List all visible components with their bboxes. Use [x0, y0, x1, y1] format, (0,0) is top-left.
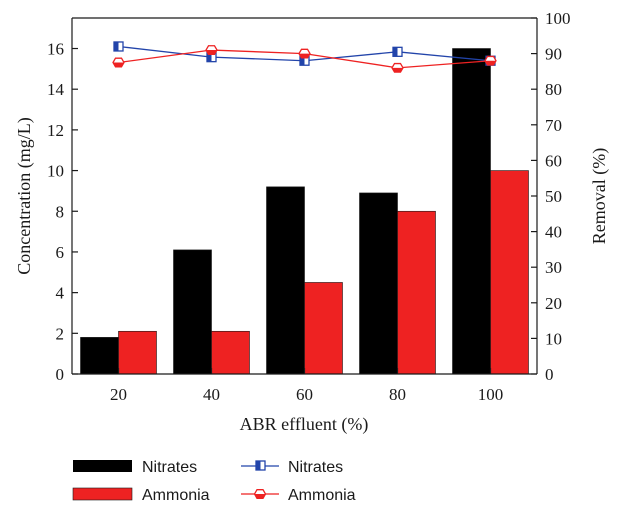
- point-ammonia-removal-20: [112, 57, 125, 68]
- bar-ammonia-20: [118, 330, 157, 375]
- point-ammonia-removal-60: [298, 48, 311, 59]
- y-tick-label: 8: [56, 202, 65, 221]
- legend-swatch-bar-ammonia: [72, 487, 133, 501]
- y2-tick-label: 100: [545, 9, 571, 28]
- y2-tick-label: 0: [545, 365, 554, 384]
- legend-label-line-nitrates: Nitrates: [288, 459, 343, 476]
- point-nitrates-removal-80: [392, 46, 403, 57]
- y2-axis-title: Removal (%): [589, 148, 610, 244]
- y2-tick-label: 30: [545, 258, 562, 277]
- x-tick-label: 80: [389, 385, 406, 404]
- y2-tick-label: 90: [545, 45, 562, 64]
- y2-tick-label: 50: [545, 187, 562, 206]
- y-tick-label: 10: [47, 162, 64, 181]
- x-tick-label: 60: [296, 385, 313, 404]
- y2-tick-label: 10: [545, 329, 562, 348]
- y2-tick-label: 70: [545, 116, 562, 135]
- bar-nitrates-60: [266, 186, 305, 375]
- point-ammonia-removal-100: [484, 55, 497, 66]
- bar-nitrates-100: [452, 48, 491, 375]
- legend-swatch-line-nitrates: [241, 460, 279, 471]
- bar-nitrates-40: [173, 249, 212, 375]
- y-tick-label: 16: [47, 40, 64, 59]
- y-tick-label: 2: [56, 324, 65, 343]
- y2-tick-label: 80: [545, 80, 562, 99]
- y2-tick-label: 60: [545, 151, 562, 170]
- legend-label-bar-nitrates: Nitrates: [142, 459, 197, 476]
- legend-label-bar-ammonia: Ammonia: [142, 487, 210, 504]
- legend-swatch-line-ammonia: [241, 489, 279, 499]
- x-tick-label: 100: [478, 385, 504, 404]
- legend-label-line-ammonia: Ammonia: [288, 487, 356, 504]
- x-axis-title: ABR effluent (%): [240, 414, 369, 435]
- x-tick-label: 20: [110, 385, 127, 404]
- bar-ammonia-40: [211, 330, 250, 375]
- bar-ammonia-80: [397, 210, 436, 375]
- y-tick-label: 12: [47, 121, 64, 140]
- y-tick-label: 0: [56, 365, 65, 384]
- y2-tick-label: 20: [545, 294, 562, 313]
- lines-layer: [112, 41, 497, 73]
- y-tick-label: 14: [47, 80, 65, 99]
- y-tick-label: 4: [56, 284, 65, 303]
- bar-ammonia-60: [304, 282, 343, 375]
- y-tick-label: 6: [56, 243, 65, 262]
- legend: Nitrates Ammonia Nitrates Ammonia: [72, 459, 356, 504]
- y2-tick-label: 40: [545, 223, 562, 242]
- point-ammonia-removal-80: [391, 62, 404, 73]
- bar-ammonia-100: [490, 170, 529, 375]
- bars-layer: [80, 48, 529, 375]
- bar-nitrates-80: [359, 192, 398, 375]
- point-ammonia-removal-40: [205, 45, 218, 55]
- x-tick-label: 40: [203, 385, 220, 404]
- ticks-layer: 0 2 4 6 8 10 12 14 16 0 10 20 30 40 50 60 70 80 90 100 20 40 6…: [47, 9, 571, 404]
- bar-nitrates-20: [80, 337, 119, 375]
- legend-swatch-bar-nitrates: [73, 460, 132, 472]
- point-nitrates-removal-20: [113, 41, 124, 52]
- y-axis-title: Concentration (mg/L): [14, 117, 35, 274]
